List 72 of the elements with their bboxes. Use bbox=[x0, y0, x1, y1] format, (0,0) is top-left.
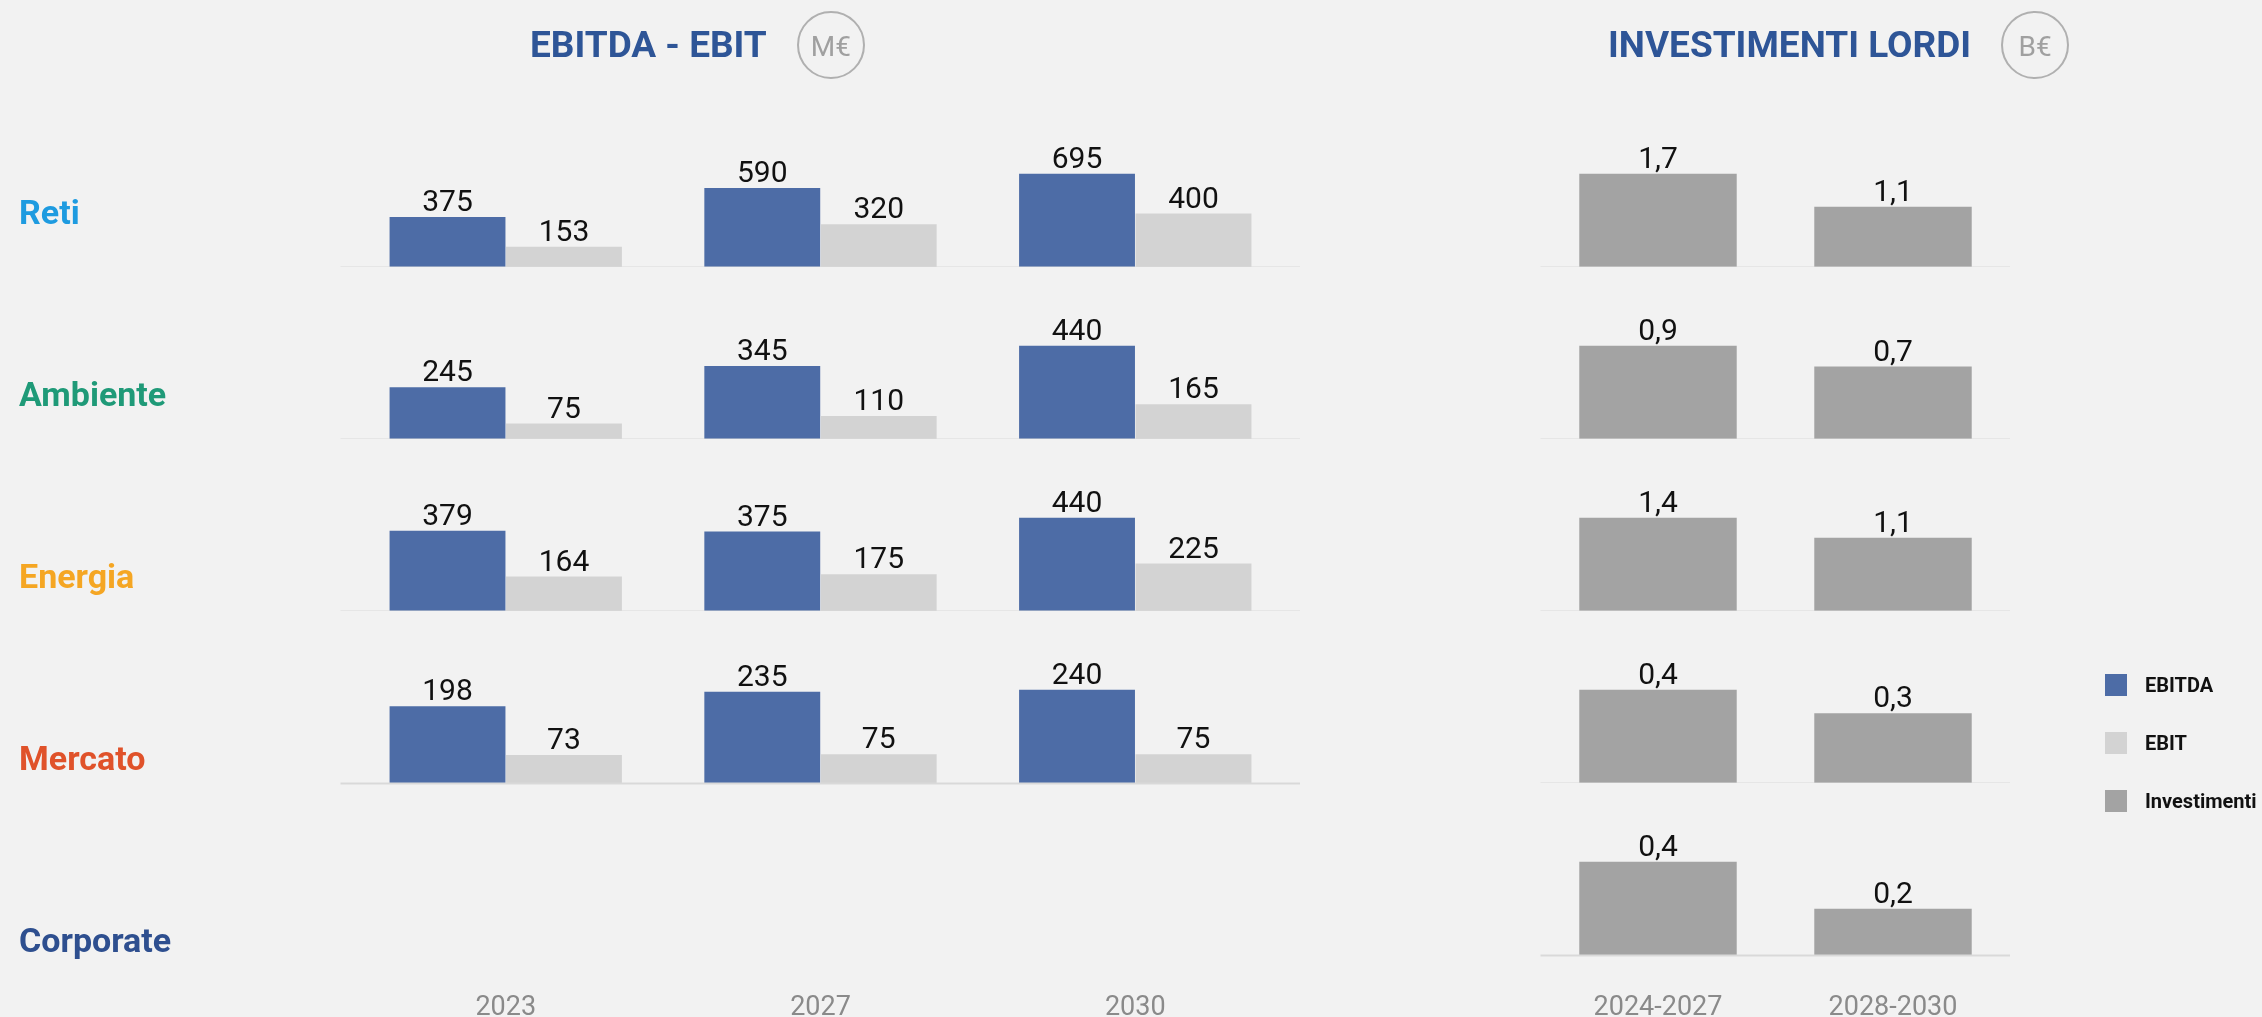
chart-subtitle: M€ bbox=[796, 11, 865, 79]
bar bbox=[820, 224, 937, 267]
bar bbox=[704, 187, 821, 267]
data-label: 110 bbox=[853, 382, 905, 418]
x-tick-label: 2023 bbox=[475, 989, 537, 1017]
bar bbox=[1135, 404, 1252, 439]
bar bbox=[704, 691, 821, 784]
data-label: 175 bbox=[853, 540, 905, 576]
data-label: 75 bbox=[547, 389, 581, 425]
x-tick-label: 2027 bbox=[790, 989, 851, 1017]
bar bbox=[389, 706, 506, 784]
bar bbox=[704, 531, 821, 611]
data-label: 345 bbox=[736, 331, 788, 367]
data-label: 165 bbox=[1168, 370, 1219, 406]
y-axis-title: Mercato bbox=[19, 737, 146, 781]
x-tick-label: 2024-2027 bbox=[1593, 989, 1723, 1017]
data-label: 0,7 bbox=[1873, 332, 1913, 368]
data-label: 1,1 bbox=[1873, 503, 1913, 539]
data-label: 440 bbox=[1051, 483, 1103, 519]
data-label: 400 bbox=[1168, 179, 1219, 215]
data-label: 0,4 bbox=[1638, 655, 1678, 691]
bar bbox=[389, 530, 506, 611]
bar bbox=[1019, 517, 1135, 611]
legend-label: EBIT bbox=[2145, 729, 2187, 757]
bar bbox=[1019, 345, 1135, 439]
chart-title: INVESTIMENTI LORDI bbox=[1608, 22, 1972, 66]
bar bbox=[1135, 213, 1252, 267]
x-tick-label: 2028-2030 bbox=[1828, 989, 1958, 1017]
data-label: 0,2 bbox=[1873, 874, 1913, 910]
bar bbox=[389, 387, 506, 439]
data-label: 320 bbox=[853, 190, 905, 226]
bar bbox=[1019, 173, 1135, 267]
data-label: 0,9 bbox=[1638, 311, 1678, 347]
data-label: 379 bbox=[422, 496, 473, 532]
data-label: 375 bbox=[736, 497, 788, 533]
x-tick-label: 2030 bbox=[1104, 989, 1166, 1017]
y-axis-title: Ambiente bbox=[19, 373, 167, 417]
bar bbox=[820, 416, 937, 439]
data-label: 1,1 bbox=[1873, 172, 1913, 208]
chart-subtitle: B€ bbox=[2001, 11, 2070, 79]
data-label: 590 bbox=[736, 153, 788, 189]
legend-label: EBITDA bbox=[2145, 671, 2214, 699]
data-label: 164 bbox=[538, 542, 590, 578]
data-label: 1,4 bbox=[1638, 483, 1678, 519]
bar bbox=[820, 574, 937, 611]
data-label: 75 bbox=[1176, 720, 1211, 756]
bar bbox=[506, 576, 622, 611]
data-label: 240 bbox=[1051, 655, 1103, 691]
data-label: 245 bbox=[422, 353, 473, 389]
bar bbox=[1135, 563, 1252, 611]
data-label: 73 bbox=[547, 720, 581, 756]
data-label: 0,3 bbox=[1873, 679, 1913, 715]
data-label: 440 bbox=[1051, 311, 1103, 347]
data-label: 153 bbox=[538, 212, 590, 248]
chart-title: EBITDA - EBIT bbox=[530, 22, 767, 66]
bar bbox=[704, 365, 821, 439]
data-label: 225 bbox=[1168, 529, 1219, 565]
data-label: 0,4 bbox=[1638, 827, 1678, 863]
bar bbox=[1019, 689, 1135, 784]
bar bbox=[506, 423, 622, 439]
data-label: 235 bbox=[736, 657, 788, 693]
y-axis-title: Energia bbox=[19, 555, 135, 599]
y-axis-title: Reti bbox=[19, 191, 80, 235]
bar bbox=[506, 246, 622, 267]
data-label: 1,7 bbox=[1638, 139, 1678, 175]
data-label: 75 bbox=[861, 720, 896, 756]
y-axis-title: Corporate bbox=[19, 919, 172, 963]
data-label: 375 bbox=[422, 182, 473, 218]
bar bbox=[389, 216, 506, 267]
data-label: 695 bbox=[1051, 139, 1103, 175]
data-label: 198 bbox=[422, 672, 473, 708]
legend-label: Investimenti bbox=[2145, 787, 2257, 815]
